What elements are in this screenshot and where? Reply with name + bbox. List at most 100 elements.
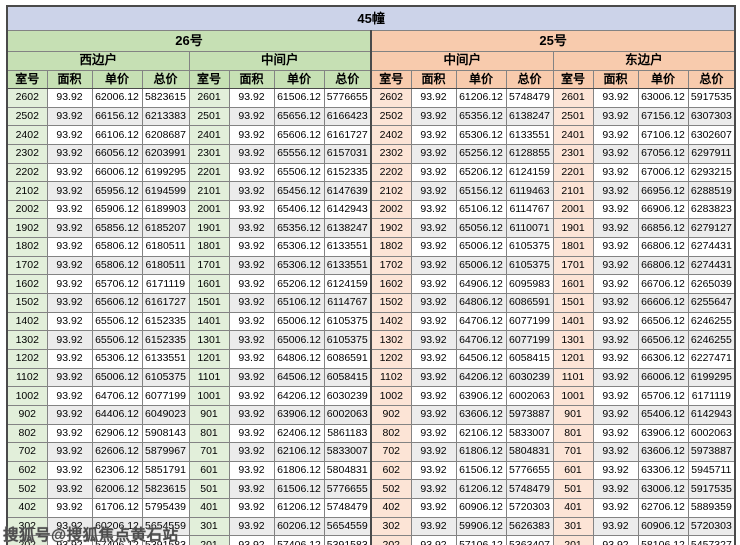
area-cell: 93.92 (592, 386, 639, 406)
area-cell: 93.92 (46, 330, 93, 350)
room-cell: 901 (552, 404, 594, 425)
room-cell: 501 (188, 479, 230, 500)
room-cell: 1401 (552, 311, 594, 332)
unit-price-cell: 63906.12 (637, 423, 689, 444)
unit-price-cell: 64806.12 (455, 293, 507, 313)
room-cell: 1002 (6, 386, 48, 406)
room-cell: 802 (370, 423, 412, 444)
area-cell: 93.92 (228, 330, 275, 350)
total-price-cell: 6114767 (505, 199, 554, 220)
total-price-cell: 6105375 (505, 255, 554, 276)
total-price-cell: 5748479 (505, 479, 554, 500)
unit-price-cell: 62006.12 (91, 88, 143, 108)
table-row: 1302 93.92 65506.12 6152335 1301 93.92 65006.1… (6, 330, 736, 350)
room-cell: 2202 (6, 162, 48, 183)
total-price-cell: 6227471 (687, 348, 736, 369)
unit-price-cell: 65356.12 (455, 106, 507, 127)
unit-price-cell: 66306.12 (637, 348, 689, 369)
unit-price-cell: 66006.12 (637, 367, 689, 388)
room-cell: 2501 (552, 106, 594, 127)
room-cell: 2601 (552, 88, 594, 108)
total-price-cell: 5391583 (323, 535, 372, 545)
area-cell: 93.92 (592, 181, 639, 201)
unit-price-cell: 65556.12 (273, 143, 325, 164)
room-cell: 501 (552, 479, 594, 500)
area-cell: 93.92 (410, 535, 457, 545)
total-price-cell: 5457327 (687, 535, 736, 545)
total-price-cell: 6030239 (323, 386, 372, 406)
unit-price-cell: 63906.12 (273, 404, 325, 425)
unit-price-cell: 61206.12 (455, 88, 507, 108)
area-cell: 93.92 (592, 255, 639, 276)
unit-price-cell: 65306.12 (91, 348, 143, 369)
area-cell: 93.92 (228, 498, 275, 518)
area-cell: 93.92 (46, 367, 93, 388)
room-cell: 2301 (552, 143, 594, 164)
area-cell: 93.92 (410, 274, 457, 295)
unit-price-cell: 66606.12 (637, 293, 689, 313)
total-price-cell: 6208687 (141, 125, 190, 145)
room-cell: 1301 (552, 330, 594, 350)
room-cell: 1801 (552, 237, 594, 257)
area-cell: 93.92 (46, 516, 93, 537)
room-cell: 1101 (188, 367, 230, 388)
area-cell: 93.92 (410, 479, 457, 500)
total-price-cell: 6246255 (687, 311, 736, 332)
unit-price-cell: 64706.12 (455, 330, 507, 350)
room-cell: 2301 (188, 143, 230, 164)
room-cell: 1702 (6, 255, 48, 276)
total-price-cell: 6246255 (687, 330, 736, 350)
area-cell: 93.92 (228, 348, 275, 369)
room-cell: 1301 (188, 330, 230, 350)
unit-price-cell: 57106.12 (455, 535, 507, 545)
total-price-cell: 5804831 (505, 442, 554, 462)
table-row: 802 93.92 62906.12 5908143 801 93.92 62406.12 5… (6, 423, 736, 444)
unit-price-cell: 65006.12 (273, 330, 325, 350)
total-price-cell: 6152335 (141, 330, 190, 350)
room-cell: 1402 (6, 311, 48, 332)
room-cell: 2602 (370, 88, 412, 108)
unit-price-cell: 65956.12 (91, 181, 143, 201)
total-price-cell: 5833007 (505, 423, 554, 444)
area-cell: 93.92 (228, 218, 275, 239)
room-cell: 502 (370, 479, 412, 500)
unit-price-cell: 65206.12 (455, 162, 507, 183)
room-cell: 602 (370, 460, 412, 481)
unit-price-cell: 66956.12 (637, 181, 689, 201)
unit-price-cell: 65856.12 (91, 218, 143, 239)
room-cell: 1402 (370, 311, 412, 332)
unit-price-cell: 62006.12 (91, 479, 143, 500)
unit-price-cell: 62606.12 (91, 442, 143, 462)
total-price-cell: 5917535 (687, 479, 736, 500)
unit-price-cell: 67056.12 (637, 143, 689, 164)
building-header-25: 25号 (369, 30, 736, 52)
room-cell: 1501 (552, 293, 594, 313)
room-cell: 1502 (6, 293, 48, 313)
column-header: 单价 (455, 70, 507, 89)
table-row: 702 93.92 62606.12 5879967 701 93.92 62106.12 5… (6, 442, 736, 462)
unit-price-cell: 60906.12 (455, 498, 507, 518)
total-price-cell: 6133551 (141, 348, 190, 369)
area-cell: 93.92 (592, 162, 639, 183)
total-price-cell: 6265039 (687, 274, 736, 295)
unit-price-cell: 61206.12 (273, 498, 325, 518)
room-cell: 1802 (6, 237, 48, 257)
room-cell: 1601 (552, 274, 594, 295)
unit-price-cell: 65506.12 (91, 311, 143, 332)
table-row: 2002 93.92 65906.12 6189903 2001 93.92 65406.1… (6, 199, 736, 220)
room-cell: 702 (6, 442, 48, 462)
room-cell: 2001 (188, 199, 230, 220)
area-cell: 93.92 (228, 293, 275, 313)
area-cell: 93.92 (592, 535, 639, 545)
room-cell: 302 (370, 516, 412, 537)
unit-price-cell: 61206.12 (455, 479, 507, 500)
total-price-cell: 5748479 (505, 88, 554, 108)
unit-price-cell: 65106.12 (273, 293, 325, 313)
total-price-cell: 5908143 (141, 423, 190, 444)
area-cell: 93.92 (46, 106, 93, 127)
room-cell: 1401 (188, 311, 230, 332)
column-header: 单价 (273, 70, 325, 89)
area-cell: 93.92 (228, 125, 275, 145)
table-row: 1102 93.92 65006.12 6105375 1101 93.92 64506.1… (6, 367, 736, 388)
total-price-cell: 6105375 (323, 311, 372, 332)
